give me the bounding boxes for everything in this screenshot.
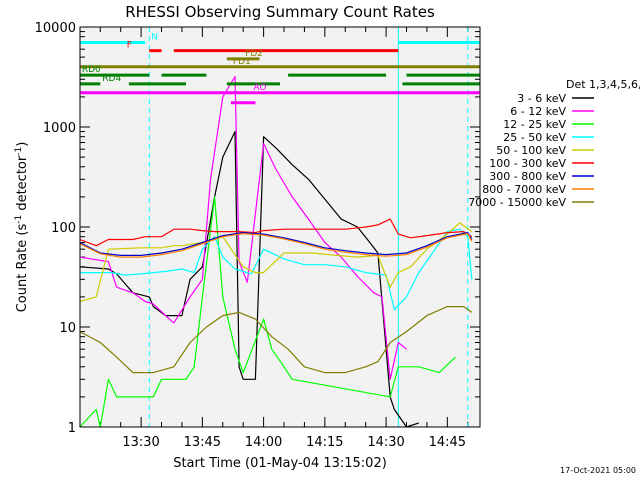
series-line <box>79 306 473 374</box>
legend-label: 12 - 25 keV <box>503 118 566 131</box>
y-tick-label: 10000 <box>35 21 76 36</box>
series-line <box>79 232 473 256</box>
x-tick-label: 13:30 <box>122 435 159 450</box>
x-tick-label: 14:45 <box>429 435 466 450</box>
legend-label: 3 - 6 keV <box>517 92 566 105</box>
legend-label: 800 - 7000 keV <box>482 183 566 196</box>
state-bar-label: FD1 <box>233 57 251 67</box>
x-tick-label: 14:30 <box>367 435 404 450</box>
series-line <box>79 196 456 428</box>
series-line <box>79 218 473 247</box>
x-tick-label: 14:15 <box>306 435 343 450</box>
y-axis-label: Count Rate (s-1 detector-1) <box>14 142 30 313</box>
state-bar-label: RD0 <box>82 65 101 75</box>
x-axis: 13:30 13:45 14:00 14:15 14:30 14:45 <box>99 27 469 450</box>
state-bar-label: AO <box>253 83 266 93</box>
y-tick-label: 1000 <box>43 121 76 136</box>
x-tick-label: 14:00 <box>245 435 282 450</box>
legend-label: 300 - 800 keV <box>489 170 566 183</box>
state-bar-label: F <box>127 41 132 51</box>
date-stamp: 17-Oct-2021 05:00 <box>560 466 636 475</box>
series-line <box>79 233 473 258</box>
y-tick-label: 1 <box>68 421 76 436</box>
legend-label: 7000 - 15000 keV <box>468 196 566 209</box>
legend-label: 100 - 300 keV <box>489 157 566 170</box>
state-bar-label: N <box>151 32 158 42</box>
plot-frame <box>79 26 481 428</box>
series-line <box>79 222 473 303</box>
y-tick-label: 10 <box>59 321 76 336</box>
chart-title: RHESSI Observing Summary Count Rates <box>125 3 435 21</box>
legend-header: Det 1,3,4,5,6,9 <box>566 78 640 91</box>
x-axis-label: Start Time (01-May-04 13:15:02) <box>173 456 387 471</box>
state-bar-label: FD2 <box>245 49 263 59</box>
x-tick-label: 13:45 <box>184 435 221 450</box>
legend-label: 50 - 100 keV <box>496 144 566 157</box>
legend-label: 6 - 12 keV <box>510 105 566 118</box>
y-tick-label: 100 <box>51 221 76 236</box>
series-line <box>79 228 473 310</box>
y-axis: 1 10 100 1000 10000 <box>35 21 480 436</box>
legend-label: 25 - 50 keV <box>503 131 566 144</box>
state-bar-label: RD4 <box>102 74 121 84</box>
